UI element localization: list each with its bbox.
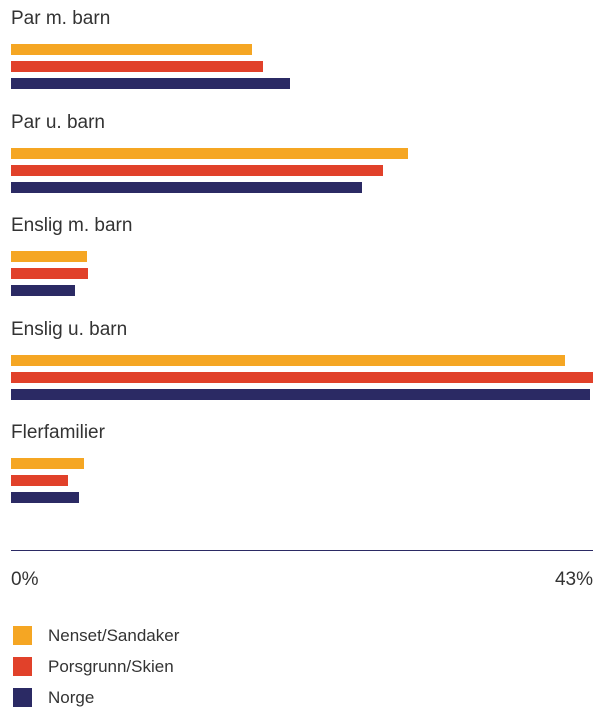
bar [11,458,84,469]
category-label: Flerfamilier [11,422,105,443]
legend-item: Nenset/Sandaker [13,620,179,651]
bar [11,285,75,296]
legend-label: Nenset/Sandaker [48,625,180,645]
bar [11,148,408,159]
legend-swatch [13,657,32,676]
bar [11,61,263,72]
bar [11,372,593,383]
legend-swatch [13,688,32,707]
x-tick-label-max: 43% [554,569,593,590]
x-axis-line [11,550,593,551]
legend-item: Porsgrunn/Skien [13,651,179,682]
bar [11,165,383,176]
legend-item: Norge [13,682,179,713]
legend: Nenset/Sandaker Porsgrunn/Skien Norge [13,620,179,713]
bar [11,268,88,279]
bar [11,44,252,55]
bar [11,492,79,503]
category-label: Enslig u. barn [11,319,128,340]
category-label: Par m. barn [11,8,111,29]
bar [11,251,87,262]
bar [11,182,362,193]
x-tick-label-min: 0% [11,569,39,590]
bar [11,389,590,400]
bar [11,355,565,366]
legend-swatch [13,626,32,645]
legend-label: Porsgrunn/Skien [48,656,174,676]
bar [11,475,68,486]
bar [11,78,290,89]
category-label: Enslig m. barn [11,215,133,236]
legend-label: Norge [48,687,95,707]
category-label: Par u. barn [11,112,105,133]
